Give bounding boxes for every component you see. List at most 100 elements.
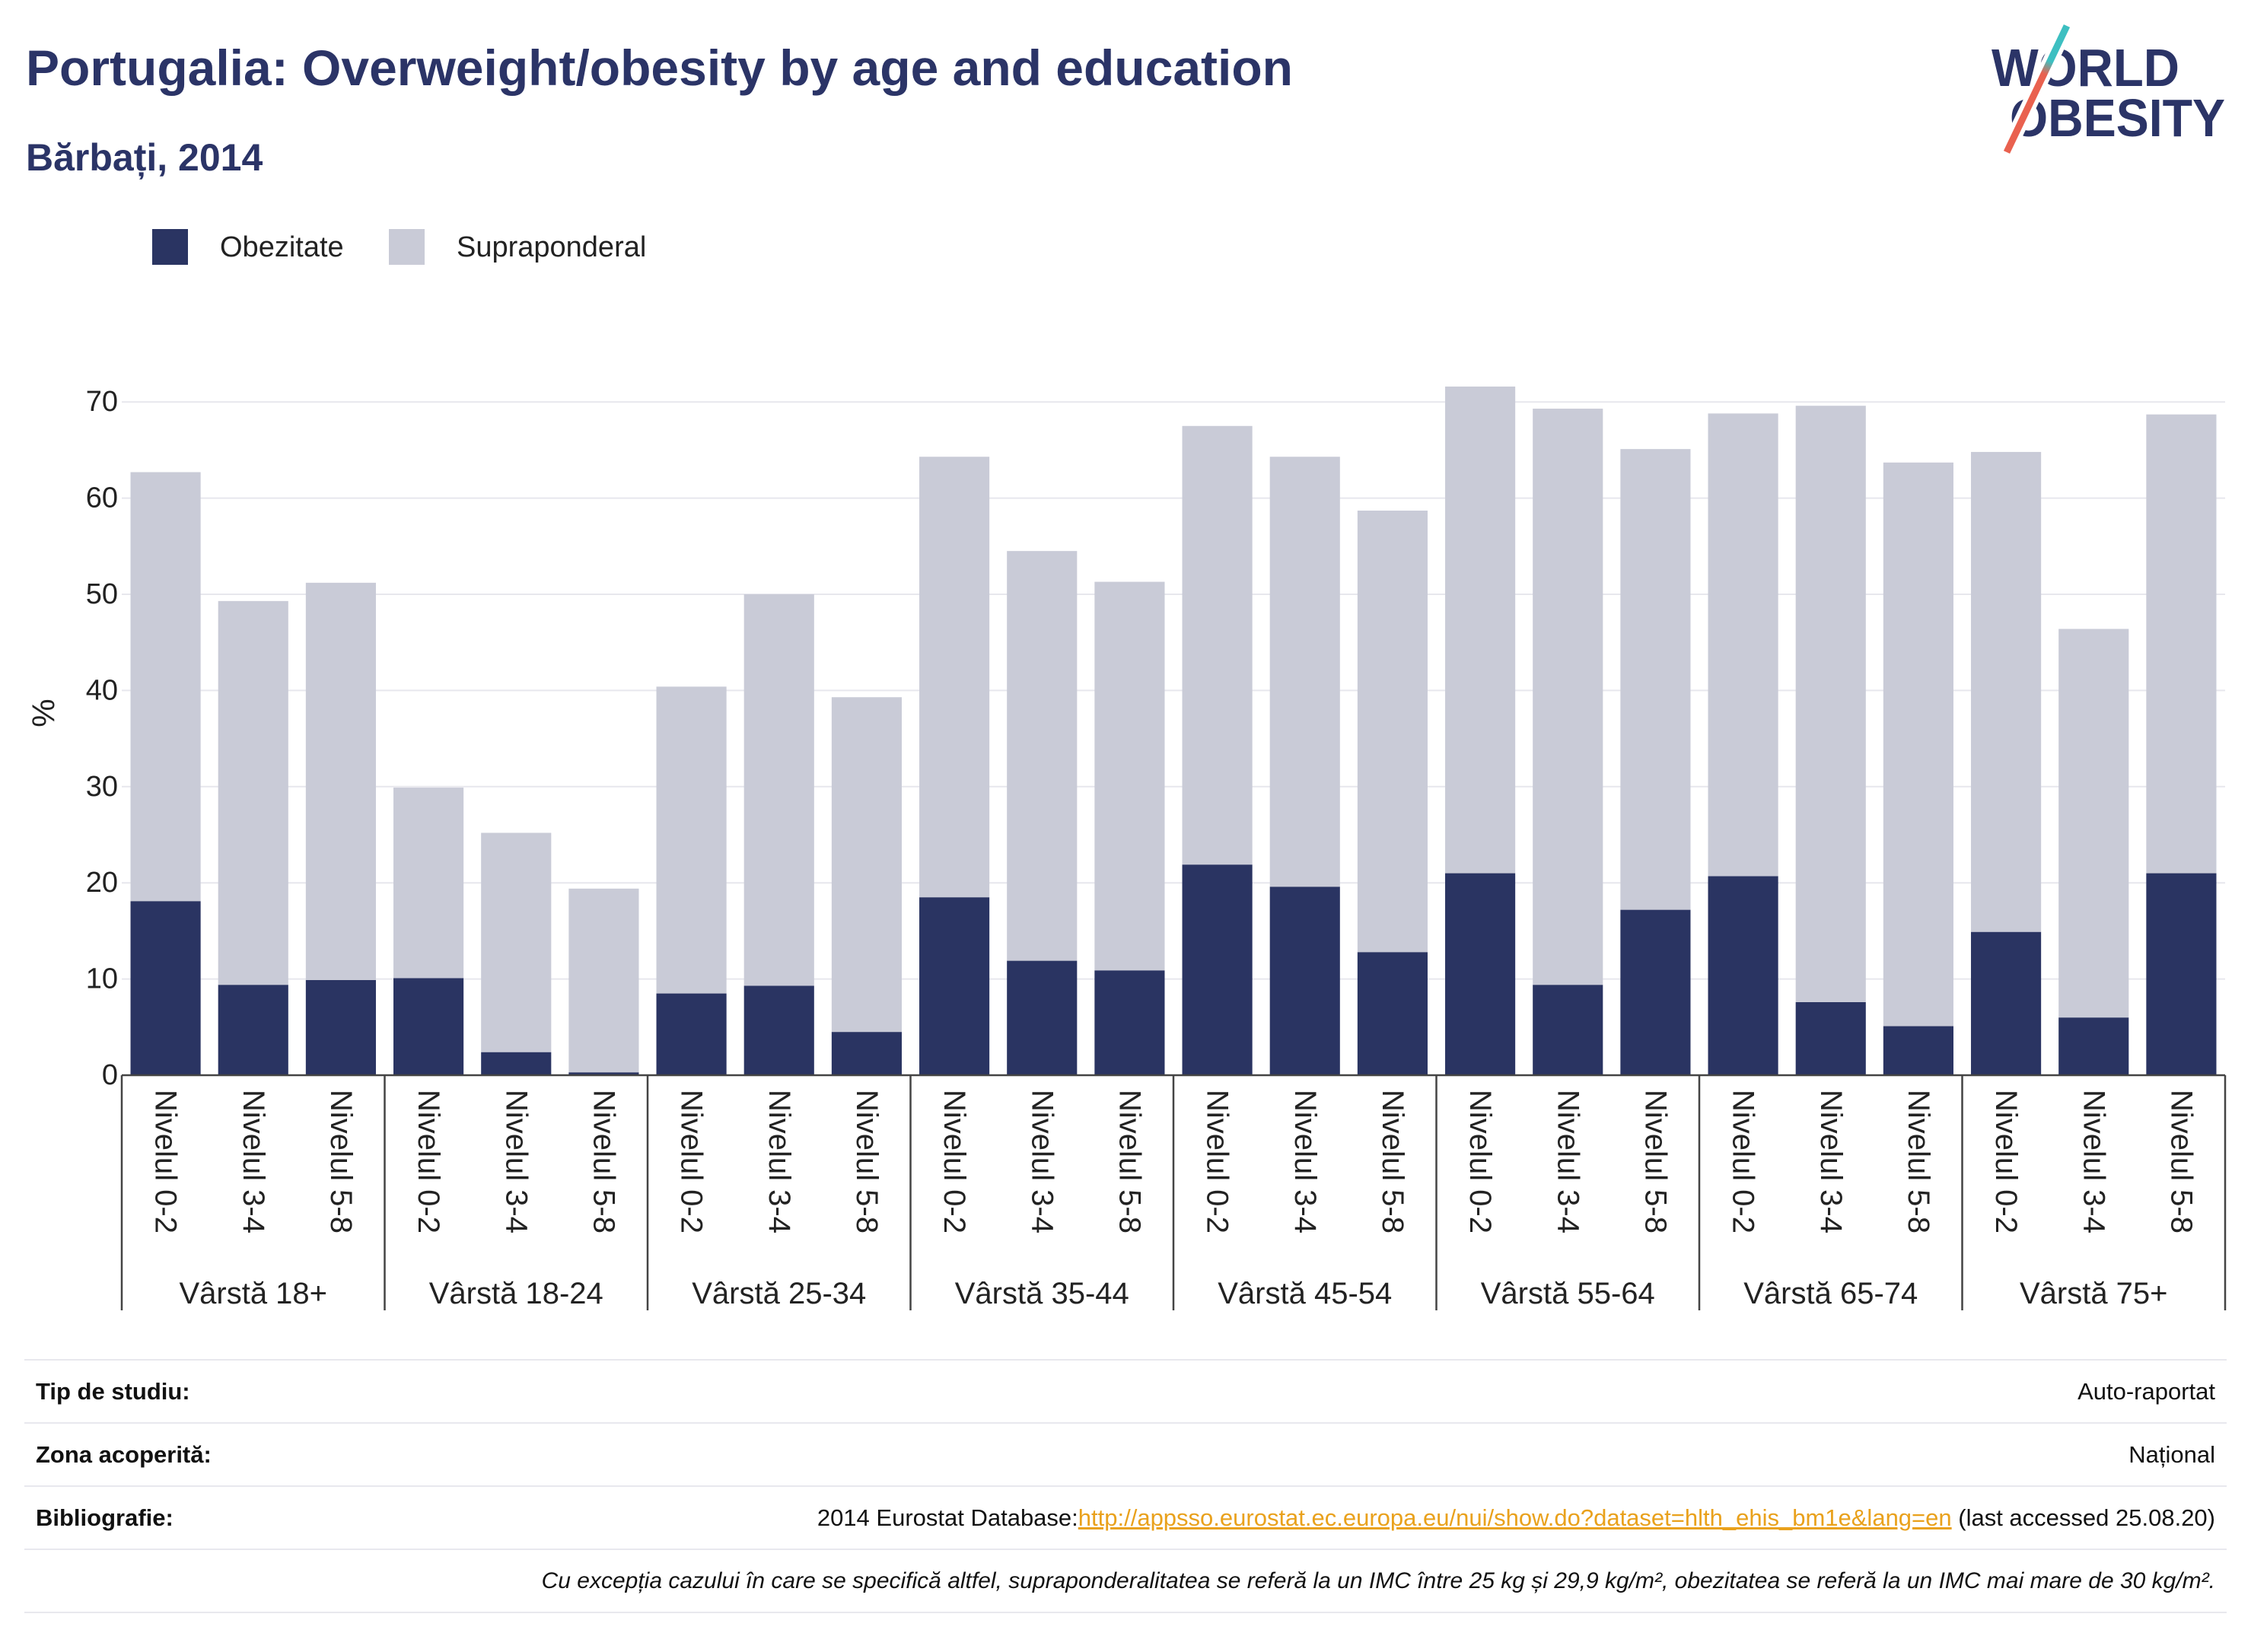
bar-supraponderal xyxy=(393,788,464,979)
info-table: Tip de studiu: Auto-raportat Zona acoper… xyxy=(24,1359,2227,1613)
logo-text-world: WORLD xyxy=(1992,38,2179,97)
x-category-label: Nivelul 3-4 xyxy=(1288,1090,1322,1233)
legend-swatch-supraponderal xyxy=(389,229,425,265)
bar-supraponderal xyxy=(1533,409,1603,985)
bar-supraponderal xyxy=(1795,406,1866,1002)
legend-swatch-obezitate xyxy=(152,229,188,265)
info-row-note: Cu excepția cazului în care se specifică… xyxy=(24,1549,2227,1613)
logo-text-obesity: OBESITY xyxy=(2010,88,2225,148)
bar-supraponderal xyxy=(1883,462,1953,1027)
bar-supraponderal xyxy=(1620,449,1691,910)
bar-obezitate xyxy=(218,985,288,1075)
bar-obezitate xyxy=(1182,864,1253,1075)
bar-supraponderal xyxy=(130,472,201,902)
legend-label-supraponderal: Supraponderal xyxy=(457,231,647,263)
bar-obezitate xyxy=(1708,876,1778,1075)
bar-supraponderal xyxy=(218,600,288,985)
x-group-label: Vârstă 65-74 xyxy=(1743,1277,1918,1310)
bar-obezitate xyxy=(1445,873,1516,1075)
x-category-label: Nivelul 0-2 xyxy=(675,1090,708,1233)
bar-obezitate xyxy=(2058,1017,2129,1075)
x-category-label: Nivelul 5-8 xyxy=(1376,1090,1409,1233)
y-axis: 0 10 20 30 40 50 60 70 xyxy=(86,386,2225,1091)
bar-obezitate xyxy=(831,1032,902,1075)
bar-obezitate xyxy=(1620,909,1691,1075)
x-category-label: Nivelul 0-2 xyxy=(1201,1090,1234,1233)
bar-obezitate xyxy=(743,985,814,1075)
x-category-label: Nivelul 5-8 xyxy=(2164,1090,2198,1233)
chart-subtitle: Bărbați, 2014 xyxy=(26,136,263,179)
bar-obezitate xyxy=(568,1072,639,1075)
info-value-study-type: Auto-raportat xyxy=(2077,1377,2215,1405)
info-value-bibliography: 2014 Eurostat Database:http://appsso.eur… xyxy=(817,1504,2215,1532)
x-category-label: Nivelul 3-4 xyxy=(2077,1090,2110,1233)
info-row-coverage: Zona acoperită: Național xyxy=(24,1422,2227,1485)
bar-supraponderal xyxy=(481,832,552,1052)
y-tick-label: 20 xyxy=(86,867,118,899)
definition-note: Cu excepția cazului în care se specifică… xyxy=(541,1568,2215,1593)
x-category-label: Nivelul 0-2 xyxy=(412,1090,445,1233)
bar-obezitate xyxy=(1971,931,2042,1075)
x-group-label: Vârstă 25-34 xyxy=(692,1277,866,1310)
x-category-label: Nivelul 3-4 xyxy=(237,1090,270,1233)
bar-supraponderal xyxy=(305,582,376,980)
bar-obezitate xyxy=(130,901,201,1075)
bibliography-prefix: 2014 Eurostat Database: xyxy=(817,1504,1078,1531)
bar-supraponderal xyxy=(743,594,814,986)
y-tick-label: 50 xyxy=(86,578,118,610)
x-group-label: Vârstă 18-24 xyxy=(429,1277,603,1310)
y-tick-label: 40 xyxy=(86,674,118,706)
x-category-label: Nivelul 5-8 xyxy=(1638,1090,1672,1233)
bar-supraponderal xyxy=(831,697,902,1033)
info-label-bibliography: Bibliografie: xyxy=(36,1504,174,1531)
y-tick-label: 10 xyxy=(86,963,118,995)
bar-supraponderal xyxy=(1708,413,1778,877)
info-row-study-type: Tip de studiu: Auto-raportat xyxy=(24,1359,2227,1422)
x-category-label: Nivelul 5-8 xyxy=(587,1090,620,1233)
bar-obezitate xyxy=(1269,886,1340,1075)
info-value-coverage: Național xyxy=(2128,1440,2215,1468)
x-category-label: Nivelul 5-8 xyxy=(850,1090,884,1233)
bar-obezitate xyxy=(481,1052,552,1075)
legend-item-supraponderal: Supraponderal xyxy=(389,229,646,265)
bars xyxy=(130,386,2217,1075)
x-category-label: Nivelul 0-2 xyxy=(938,1090,971,1233)
x-category-label: Nivelul 3-4 xyxy=(1025,1090,1059,1233)
y-tick-label: 0 xyxy=(102,1059,118,1091)
x-category-label: Nivelul 3-4 xyxy=(763,1090,796,1233)
x-category-label: Nivelul 3-4 xyxy=(1814,1090,1848,1233)
bar-supraponderal xyxy=(1094,581,1165,971)
x-group-label: Vârstă 45-54 xyxy=(1218,1277,1392,1310)
y-axis-title: % xyxy=(26,699,62,727)
world-obesity-logo: WORLD OBESITY xyxy=(1992,19,2225,159)
x-category-label: Nivelul 5-8 xyxy=(1902,1090,1935,1233)
bar-supraponderal xyxy=(568,888,639,1073)
bar-obezitate xyxy=(305,979,376,1075)
y-tick-label: 30 xyxy=(86,771,118,803)
info-row-bibliography: Bibliografie: 2014 Eurostat Database:htt… xyxy=(24,1485,2227,1549)
logo-slash xyxy=(2003,24,2071,154)
x-group-label: Vârstă 75+ xyxy=(2020,1277,2168,1310)
x-category-label: Nivelul 5-8 xyxy=(324,1090,358,1233)
x-category-label: Nivelul 0-2 xyxy=(1989,1090,2023,1233)
bar-obezitate xyxy=(1094,970,1165,1075)
x-group-label: Vârstă 55-64 xyxy=(1481,1277,1655,1310)
bar-supraponderal xyxy=(1182,425,1253,865)
y-tick-label: 70 xyxy=(86,386,118,418)
x-category-label: Nivelul 0-2 xyxy=(1463,1090,1497,1233)
x-group-label: Vârstă 35-44 xyxy=(955,1277,1129,1310)
bar-obezitate xyxy=(1883,1026,1953,1075)
y-tick-label: 60 xyxy=(86,482,118,514)
bar-supraponderal xyxy=(2146,414,2217,874)
bar-obezitate xyxy=(656,993,727,1075)
legend-label-obezitate: Obezitate xyxy=(220,231,344,263)
bibliography-link[interactable]: http://appsso.eurostat.ec.europa.eu/nui/… xyxy=(1078,1504,1952,1531)
bar-obezitate xyxy=(2146,873,2217,1075)
bar-obezitate xyxy=(1533,985,1603,1075)
bibliography-suffix: (last accessed 25.08.20) xyxy=(1951,1504,2215,1531)
bar-supraponderal xyxy=(1007,551,1078,961)
x-category-labels: Nivelul 0-2 Nivelul 3-4 Nivelul 5-8 Nivelul… xyxy=(149,1090,2198,1233)
info-label-coverage: Zona acoperită: xyxy=(36,1440,212,1468)
